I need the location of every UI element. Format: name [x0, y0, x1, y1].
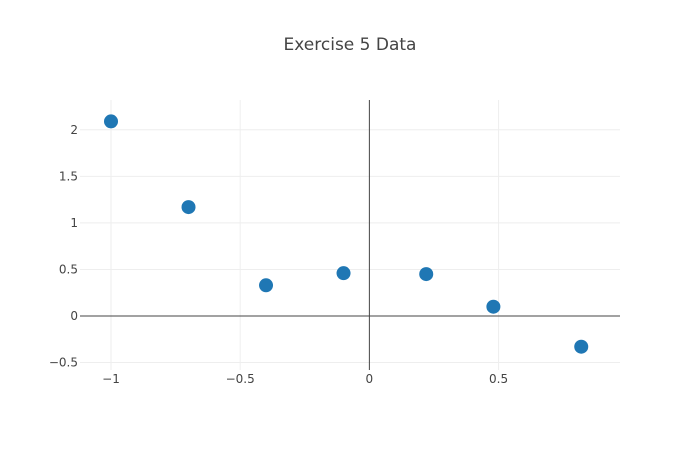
x-tick-label: −0.5 [226, 372, 255, 386]
y-tick-label: 2 [70, 123, 78, 137]
x-tick-label: −1 [102, 372, 120, 386]
zero-lines [80, 100, 620, 370]
data-points [104, 114, 589, 354]
data-point [259, 278, 274, 293]
data-point [336, 266, 351, 281]
data-point [104, 114, 119, 129]
y-tick-label: 0.5 [59, 262, 78, 276]
data-point [419, 267, 434, 282]
x-tick-label: 0.5 [489, 372, 508, 386]
x-tick-label: 0 [366, 372, 374, 386]
y-axis-ticks: −0.5 0 0.5 1 1.5 2 [49, 123, 78, 370]
chart-title: Exercise 5 Data [284, 35, 417, 55]
x-axis-ticks: −1 −0.5 0 0.5 [102, 372, 508, 386]
data-point [181, 200, 196, 215]
data-point [574, 339, 589, 354]
y-tick-label: 1.5 [59, 169, 78, 183]
y-tick-label: 1 [70, 216, 78, 230]
grid-lines [80, 100, 620, 370]
y-tick-label: 0 [70, 309, 78, 323]
y-tick-label: −0.5 [49, 356, 78, 370]
data-point [486, 299, 501, 314]
